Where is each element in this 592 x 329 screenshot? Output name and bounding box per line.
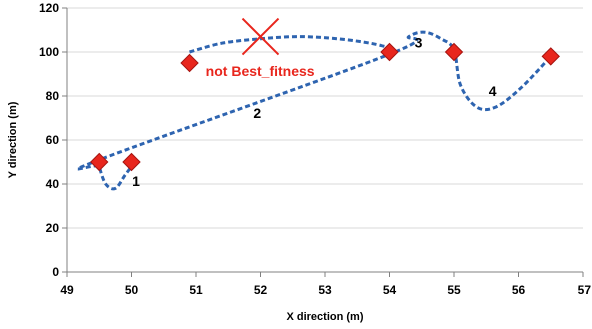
grid-lines <box>67 7 583 229</box>
y-tick-label-60: 60 <box>46 133 60 147</box>
segment-label-4: 4 <box>489 83 497 99</box>
x-tick-label-49: 49 <box>60 283 74 297</box>
segment-labels: 1 2 3 4 <box>132 35 497 190</box>
x-tick-label-54: 54 <box>383 283 397 297</box>
x-tick-label-51: 51 <box>189 283 203 297</box>
y-tick-label-80: 80 <box>46 89 60 103</box>
segment-label-3: 3 <box>415 35 423 51</box>
y-axis-label: Y direction (m) <box>7 101 19 178</box>
annotation: not Best_fitness <box>206 17 315 79</box>
x-tick-label-52: 52 <box>254 283 268 297</box>
rejected-trajectory <box>189 35 390 54</box>
segment-label-1: 1 <box>132 173 140 189</box>
y-tick-label-20: 20 <box>46 221 60 235</box>
data-points <box>90 42 560 172</box>
x-tick-label-55: 55 <box>447 283 461 297</box>
tick-labels: 0 20 40 60 80 100 120 49 50 51 52 53 54 55 56 57 <box>39 1 591 297</box>
data-point-3 <box>180 53 199 73</box>
segment-label-2: 2 <box>253 105 261 121</box>
trajectories <box>76 30 552 191</box>
selected-trajectory <box>76 30 552 191</box>
data-point-6 <box>541 47 560 66</box>
x-axis-label: X direction (m) <box>286 311 363 323</box>
data-point-4 <box>380 42 399 62</box>
axes <box>62 7 584 277</box>
data-point-1 <box>90 152 109 172</box>
x-tick-label-56: 56 <box>512 283 526 297</box>
data-point-2 <box>122 152 141 172</box>
annotation-text: not Best_fitness <box>206 63 315 79</box>
data-point-5 <box>444 42 464 62</box>
rejection-cross-stroke-2 <box>241 17 280 56</box>
y-tick-label-40: 40 <box>46 177 60 191</box>
y-tick-label-100: 100 <box>39 45 59 59</box>
x-tick-label-53: 53 <box>318 283 332 297</box>
x-tick-label-50: 50 <box>125 283 139 297</box>
y-tick-label-120: 120 <box>39 1 59 15</box>
x-tick-label-57: 57 <box>578 283 592 297</box>
y-tick-label-0: 0 <box>52 265 59 279</box>
